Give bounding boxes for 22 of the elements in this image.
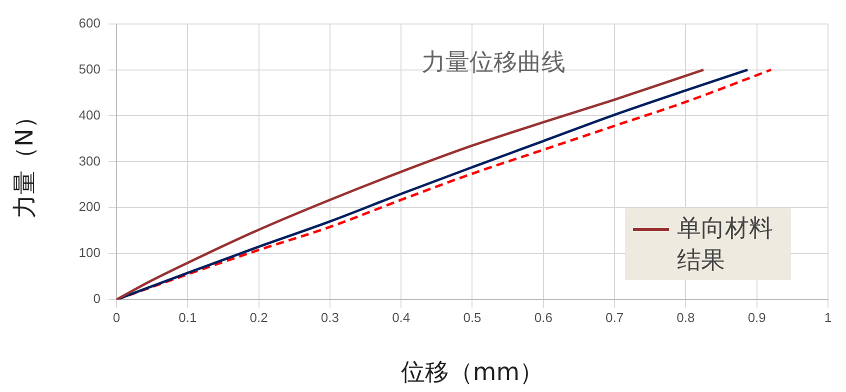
- x-tick-label: 0.5: [463, 310, 482, 325]
- y-tick-label: 200: [78, 199, 100, 214]
- text: 力量位移曲线: [422, 50, 566, 76]
- x-tick-label: 1: [824, 310, 832, 325]
- y-tick-label: 100: [78, 245, 100, 260]
- x-tick-label: 0.7: [606, 310, 624, 325]
- y-tick-label: 600: [78, 15, 100, 30]
- x-tick-label: 0.2: [250, 310, 268, 325]
- y-tick-label: 300: [78, 153, 100, 168]
- y-axis-title: 力量（N）: [10, 104, 39, 219]
- x-axis-title: 位移（mm）: [400, 358, 544, 386]
- y-tick-label: 500: [78, 61, 100, 76]
- x-tick-label: 0.6: [534, 310, 552, 325]
- x-tick-label: 0: [112, 310, 120, 325]
- x-tick-label: 0.4: [392, 310, 410, 325]
- y-tick-label: 400: [78, 107, 100, 122]
- x-tick-label: 0.3: [320, 310, 339, 325]
- legend-label: 单向材料结果: [677, 215, 774, 276]
- x-tick-label: 0.8: [676, 310, 695, 325]
- x-tick-label: 0.9: [748, 310, 766, 325]
- y-tick-label: 0: [93, 291, 100, 306]
- x-tick-label: 0.1: [178, 310, 197, 325]
